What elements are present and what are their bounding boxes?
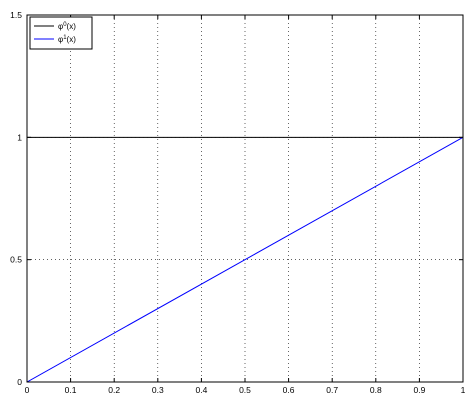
axis-ticks: 0 0.1 0.2 0.3 0.4 0.5 0.6 0.7 0.8 0.9 1 0 0.5 1 1.5 [10,10,465,394]
x-tick-label: 0.5 [239,385,251,394]
y-tick-label: 1.5 [10,10,22,20]
legend-box [29,16,93,50]
x-tick-label: 0 [25,385,30,394]
x-tick-label: 1 [461,385,466,394]
x-tick-label: 0.9 [413,385,425,394]
x-tick-label: 0.3 [152,385,164,394]
legend-label: φ0(x) [58,22,76,31]
x-tick-label: 0.8 [370,385,382,394]
y-tick-label: 0 [17,377,22,387]
y-tick-label: 1 [17,132,22,142]
series-line-1 [26,136,464,383]
x-tick-label: 0.6 [283,385,295,394]
y-tick-label: 0.5 [10,255,22,265]
grid [27,15,463,382]
legend-label: φ1(x) [58,35,76,44]
x-tick-label: 0.2 [108,385,120,394]
x-tick-label: 0.7 [326,385,338,394]
plot-frame [26,14,464,383]
legend: φ0(x) φ1(x) [29,16,93,50]
series-lines [26,136,464,383]
x-tick-label: 0.4 [195,385,207,394]
x-tick-label: 0.1 [65,385,77,394]
